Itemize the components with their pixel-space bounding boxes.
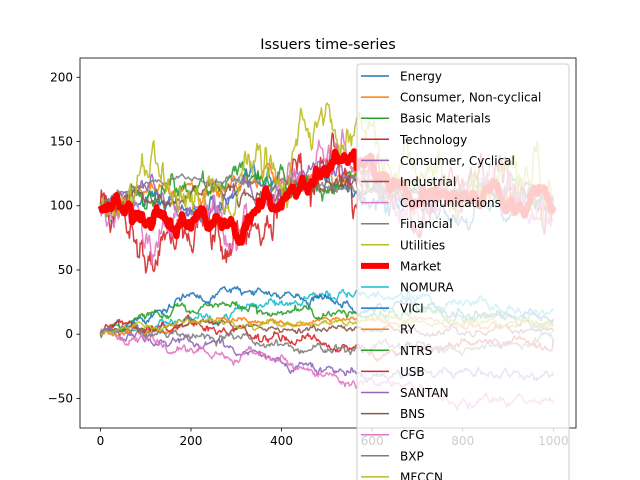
x-tick-label: 200 (180, 434, 203, 448)
legend-label: Communications (400, 196, 501, 210)
legend-label: BNS (400, 407, 425, 421)
legend-label: Technology (399, 133, 467, 147)
legend-label: Financial (400, 217, 453, 231)
legend-label: VICI (400, 302, 424, 316)
legend-label: NTRS (400, 344, 432, 358)
chart-title: Issuers time-series (260, 37, 396, 53)
y-tick-label: 200 (50, 70, 73, 84)
legend-label: SANTAN (400, 386, 449, 400)
legend-label: Industrial (400, 175, 456, 189)
legend-label: Consumer, Cyclical (400, 154, 515, 168)
y-axis: −50 0 50 100 150 200 (48, 70, 80, 405)
x-tick-label: 0 (97, 434, 105, 448)
y-tick-label: 150 (50, 135, 73, 149)
legend-label: RY (400, 323, 416, 337)
y-tick-label: 100 (50, 199, 73, 213)
y-tick-label: 50 (58, 263, 73, 277)
legend-label: MFCCN (400, 470, 443, 480)
x-tick-label: 400 (270, 434, 293, 448)
legend-label: Basic Materials (400, 112, 491, 126)
y-tick-label: 0 (65, 327, 73, 341)
legend-label: CFG (400, 428, 425, 442)
legend-label: Market (400, 259, 442, 273)
legend-box (356, 63, 570, 480)
legend-label: Utilities (400, 238, 445, 252)
legend-label: NOMURA (400, 281, 454, 295)
plot-area-frame (79, 57, 577, 429)
legend-label: USB (400, 365, 425, 379)
legend-label: Energy (400, 70, 442, 84)
legend-label: Consumer, Non-cyclical (400, 91, 541, 105)
y-tick-label: −50 (48, 391, 73, 405)
legend: Energy Consumer, Non-cyclical Basic Materi… (356, 63, 570, 480)
legend-label: BXP (400, 449, 424, 463)
